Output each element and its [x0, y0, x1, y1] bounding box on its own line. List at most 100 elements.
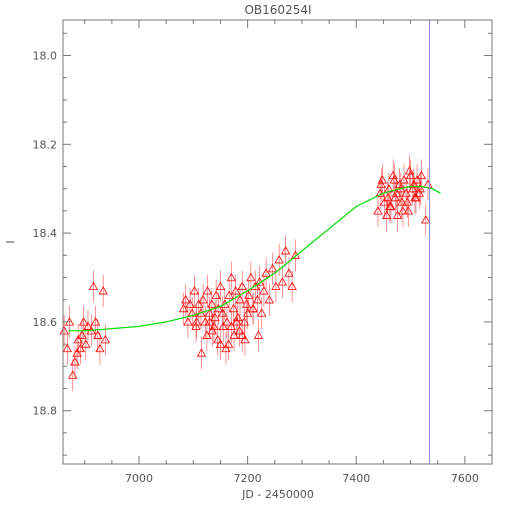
triangle-marker — [277, 277, 288, 286]
data-point — [213, 323, 223, 356]
data-point — [391, 177, 402, 210]
data-point — [398, 194, 408, 227]
triangle-marker — [213, 334, 223, 344]
y-tick-label: 18.2 — [33, 138, 58, 151]
triangle-marker — [234, 325, 245, 335]
triangle-marker — [421, 214, 431, 224]
data-point — [62, 332, 73, 365]
triangle-marker — [220, 299, 230, 308]
data-point — [88, 270, 99, 303]
triangle-marker — [187, 308, 197, 317]
data-point — [390, 181, 401, 214]
triangle-marker — [415, 183, 425, 193]
triangle-marker — [402, 197, 412, 206]
data-point — [215, 328, 226, 361]
triangle-marker — [207, 325, 218, 335]
data-point — [277, 265, 288, 298]
triangle-marker — [264, 294, 275, 304]
data-point — [271, 270, 281, 303]
data-point — [232, 305, 242, 338]
data-point — [223, 328, 234, 361]
triangle-marker — [403, 206, 414, 215]
data-points — [59, 154, 433, 392]
x-axis-ticks: 7000 7200 7400 7600 — [84, 20, 479, 485]
triangle-marker — [231, 286, 241, 295]
y-axis-ticks: 18.0 18.2 18.4 18.6 18.8 — [33, 32, 492, 456]
triangle-marker — [397, 197, 407, 206]
y-tick-label: 18.4 — [33, 227, 58, 240]
data-point — [202, 319, 212, 352]
data-point — [252, 283, 263, 316]
triangle-marker — [78, 317, 89, 326]
triangle-marker — [414, 188, 424, 197]
triangle-marker — [392, 210, 403, 219]
data-point — [234, 314, 245, 347]
triangle-marker — [98, 286, 108, 295]
data-point — [244, 279, 254, 312]
data-point — [228, 292, 239, 325]
triangle-marker — [398, 206, 408, 215]
data-point — [59, 314, 69, 347]
data-point — [183, 305, 193, 338]
y-axis-title: I — [4, 240, 17, 243]
triangle-marker — [267, 263, 278, 273]
triangle-marker — [237, 330, 247, 339]
data-point — [229, 319, 239, 352]
data-point — [218, 310, 228, 343]
data-point — [385, 190, 395, 223]
data-point — [414, 177, 424, 210]
data-point — [261, 257, 271, 290]
data-point — [95, 332, 105, 365]
data-point — [376, 168, 386, 201]
data-point — [392, 199, 403, 232]
data-point — [75, 332, 86, 365]
triangle-marker — [244, 290, 254, 299]
x-tick-label: 7600 — [451, 472, 479, 485]
data-point — [187, 297, 197, 330]
data-point — [81, 328, 91, 361]
x-tick-label: 7000 — [125, 472, 153, 485]
data-point — [78, 305, 89, 338]
data-point — [210, 301, 220, 334]
data-point — [224, 279, 234, 312]
triangle-marker — [100, 334, 111, 344]
triangle-marker — [248, 303, 258, 313]
data-point — [215, 270, 226, 303]
data-point — [257, 297, 267, 330]
data-point — [264, 283, 275, 316]
data-point — [237, 270, 247, 303]
triangle-marker — [240, 334, 250, 344]
data-point — [242, 297, 253, 330]
triangle-marker — [246, 272, 256, 282]
data-point — [198, 283, 208, 316]
triangle-marker — [81, 339, 91, 348]
triangle-marker — [191, 321, 201, 330]
triangle-marker — [198, 294, 208, 304]
triangle-marker — [237, 281, 247, 291]
x-tick-label: 7200 — [234, 472, 262, 485]
triangle-marker — [189, 286, 200, 295]
data-point — [191, 310, 201, 343]
triangle-marker — [228, 303, 239, 313]
data-point — [221, 332, 231, 365]
triangle-marker — [284, 268, 294, 277]
data-point — [248, 292, 258, 325]
data-point — [253, 319, 264, 352]
data-point — [402, 186, 412, 219]
data-point — [222, 305, 232, 338]
triangle-marker — [376, 179, 386, 188]
triangle-marker — [224, 290, 234, 299]
triangle-marker — [261, 268, 271, 277]
triangle-marker — [218, 321, 228, 330]
triangle-marker — [226, 272, 237, 282]
triangle-marker — [229, 330, 239, 339]
data-point — [274, 243, 284, 276]
triangle-marker — [72, 348, 82, 357]
chart-title: OB160254I — [244, 3, 311, 17]
x-axis-title: JD - 2450000 — [241, 488, 314, 501]
data-point — [181, 283, 191, 316]
triangle-marker — [226, 321, 237, 330]
triangle-marker — [271, 281, 281, 291]
triangle-marker — [202, 330, 212, 339]
